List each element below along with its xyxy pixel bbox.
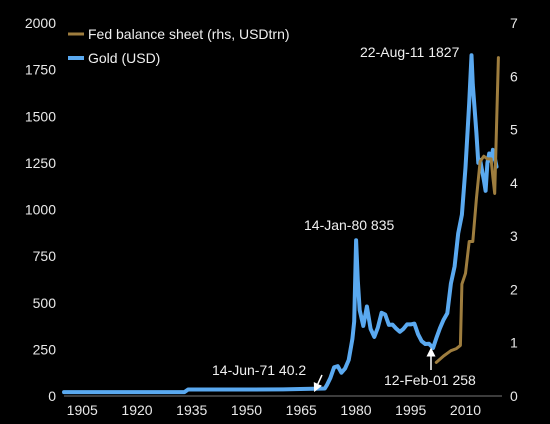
y-right-tick-label: 4	[510, 175, 518, 191]
x-tick-label: 1950	[231, 402, 262, 418]
y-left-tick-label: 1000	[25, 202, 56, 218]
x-tick-label: 1935	[176, 402, 207, 418]
y-right-tick-label: 1	[510, 335, 518, 351]
x-tick-label: 1905	[67, 402, 98, 418]
y-left-tick-label: 250	[33, 341, 57, 357]
x-tick-label: 1995	[395, 402, 426, 418]
y-right-tick-label: 7	[510, 15, 518, 31]
y-left-tick-labels: 0 250 500 750 1000 1250 1500 1750 2000	[25, 15, 56, 404]
y-right-tick-label: 2	[510, 281, 518, 297]
annotation-1971: 14-Jun-71 40.2	[212, 362, 306, 378]
x-tick-label: 1980	[340, 402, 371, 418]
y-right-tick-label: 5	[510, 122, 518, 138]
y-right-tick-label: 3	[510, 228, 518, 244]
y-left-tick-label: 2000	[25, 15, 56, 31]
legend-label-gold: Gold (USD)	[88, 50, 160, 66]
y-left-tick-label: 750	[33, 248, 57, 264]
x-tick-label: 1965	[286, 402, 317, 418]
x-tick-label: 2010	[450, 402, 481, 418]
y-left-tick-label: 500	[33, 295, 57, 311]
y-right-tick-label: 0	[510, 388, 518, 404]
fed-balance-series-line	[434, 56, 500, 364]
y-left-tick-label: 1250	[25, 155, 56, 171]
annotation-2011: 22-Aug-11 1827	[360, 44, 460, 60]
annotation-1971-arrow	[313, 374, 323, 393]
y-left-tick-label: 1750	[25, 62, 56, 78]
y-right-tick-label: 6	[510, 68, 518, 84]
legend: Fed balance sheet (rhs, USDtrn) Gold (US…	[68, 26, 290, 66]
annotation-1980: 14-Jan-80 835	[304, 217, 395, 233]
x-tick-label: 1920	[121, 402, 152, 418]
y-left-tick-label: 0	[48, 388, 56, 404]
y-right-tick-labels: 0 1 2 3 4 5 6 7	[510, 15, 518, 404]
legend-label-fed: Fed balance sheet (rhs, USDtrn)	[88, 26, 290, 42]
gold-series-line	[62, 53, 499, 395]
annotation-2001: 12-Feb-01 258	[384, 372, 476, 388]
x-tick-labels: 1905 1920 1935 1950 1965 1980 1995 2010	[67, 402, 482, 418]
y-left-tick-label: 1500	[25, 108, 56, 124]
